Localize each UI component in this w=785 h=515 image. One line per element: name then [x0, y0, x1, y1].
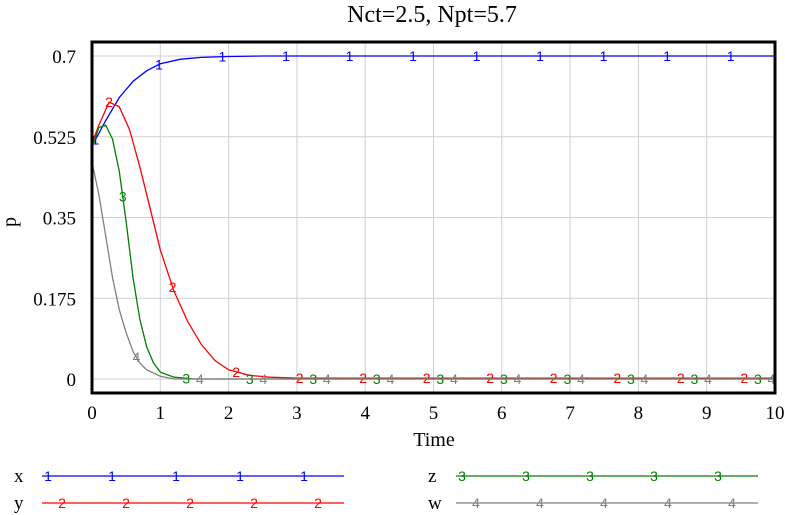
chart-title: Nct=2.5, Npt=5.7	[347, 2, 517, 28]
y-axis-label: p	[0, 217, 21, 227]
legend-marker-y: 2	[250, 495, 258, 511]
series-marker-w: 4	[768, 371, 776, 387]
series-marker-w: 4	[704, 371, 712, 387]
x-tick-label: 4	[360, 403, 370, 424]
series-marker-y: 2	[613, 370, 621, 386]
grid-lines	[91, 42, 776, 393]
series-marker-z: 3	[119, 189, 127, 205]
legend-marker-y: 2	[314, 495, 322, 511]
series-line-y	[91, 101, 775, 379]
legend-marker-w: 4	[664, 495, 672, 511]
legend-marker-z: 3	[586, 468, 594, 484]
series-marker-y: 2	[232, 364, 240, 380]
series-marker-x: 1	[155, 57, 163, 73]
legend-marker-y: 2	[58, 495, 66, 511]
y-tick-label: 0.175	[33, 289, 76, 310]
legend-label-y: y	[14, 493, 24, 514]
x-tick-label: 7	[565, 403, 575, 424]
series-marker-w: 4	[450, 371, 458, 387]
y-tick-label: 0.525	[33, 128, 76, 149]
series-marker-x: 1	[219, 49, 227, 65]
series-marker-y: 2	[486, 370, 494, 386]
series-marker-x: 1	[663, 48, 671, 64]
series-marker-w: 4	[641, 371, 649, 387]
legend-marker-x: 1	[236, 468, 244, 484]
x-axis-label: Time	[413, 429, 455, 451]
series-line-z	[91, 124, 775, 380]
legend-label-x: x	[14, 466, 24, 487]
legend-marker-x: 1	[300, 468, 308, 484]
y-axis: 0 0.175 0.35 0.525 0.7	[33, 47, 76, 391]
legend-marker-w: 4	[536, 495, 544, 511]
x-axis: 0 1 2 3 4 5 6 7 8 9 10	[87, 403, 784, 424]
legend-marker-w: 4	[600, 495, 608, 511]
series-marker-z: 3	[182, 370, 190, 386]
legend: x 1 1 1 1 1y 2 2 2 2 2z 3 3 3 3 3w 4 4 4 4 4	[14, 466, 758, 514]
series-marker-y: 2	[677, 370, 685, 386]
series-marker-x: 1	[727, 48, 735, 64]
x-tick-label: 8	[634, 403, 644, 424]
x-tick-label: 1	[156, 403, 166, 424]
series-marker-x: 1	[282, 48, 290, 64]
legend-marker-x: 1	[44, 468, 52, 484]
legend-marker-x: 1	[172, 468, 180, 484]
legend-label-w: w	[428, 493, 442, 514]
x-tick-label: 0	[87, 403, 97, 424]
legend-marker-x: 1	[108, 468, 116, 484]
legend-marker-z: 3	[714, 468, 722, 484]
series-marker-y: 2	[550, 370, 558, 386]
series-marker-x: 1	[600, 48, 608, 64]
series-marker-y: 2	[169, 279, 177, 295]
series-marker-y: 2	[423, 370, 431, 386]
legend-marker-z: 3	[458, 468, 466, 484]
x-tick-label: 6	[497, 403, 507, 424]
series-marker-w: 4	[514, 371, 522, 387]
legend-marker-w: 4	[472, 495, 480, 511]
series-marker-y: 2	[105, 94, 113, 110]
series-marker-w: 4	[387, 371, 395, 387]
x-tick-label: 3	[292, 403, 302, 424]
x-tick-label: 5	[429, 403, 439, 424]
series-marker-w: 4	[132, 349, 140, 365]
series-marker-w: 4	[260, 371, 268, 387]
series-marker-y: 2	[296, 370, 304, 386]
y-tick-label: 0.35	[43, 209, 76, 230]
legend-marker-y: 2	[186, 495, 194, 511]
series-marker-w: 4	[196, 371, 204, 387]
series-marker-w: 4	[577, 371, 585, 387]
legend-label-z: z	[428, 466, 436, 487]
series-marker-y: 2	[740, 370, 748, 386]
x-tick-label: 2	[224, 403, 234, 424]
x-tick-label: 9	[702, 403, 712, 424]
series-marker-x: 1	[346, 48, 354, 64]
x-tick-label: 10	[766, 403, 785, 424]
y-tick-label: 0	[67, 370, 77, 391]
series-marker-x: 1	[473, 48, 481, 64]
series-marker-x: 1	[536, 48, 544, 64]
series-marker-w: 4	[323, 371, 331, 387]
legend-marker-z: 3	[522, 468, 530, 484]
y-tick-label: 0.7	[52, 47, 76, 68]
series-marker-y: 2	[359, 370, 367, 386]
plot-frame	[90, 40, 777, 395]
legend-marker-y: 2	[122, 495, 130, 511]
series-line-w	[91, 161, 775, 380]
series-marker-x: 1	[409, 48, 417, 64]
legend-marker-w: 4	[728, 495, 736, 511]
legend-marker-z: 3	[650, 468, 658, 484]
